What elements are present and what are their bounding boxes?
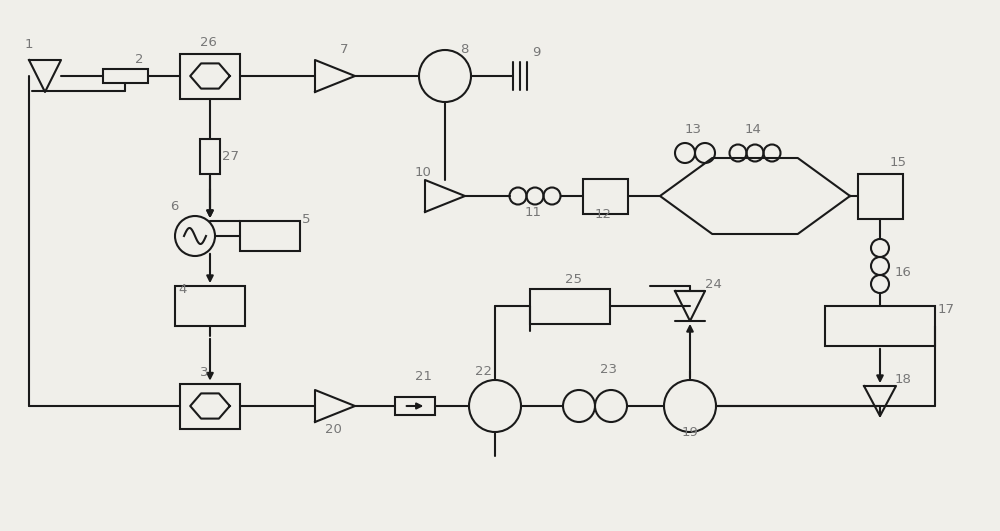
Text: 18: 18 <box>895 373 912 386</box>
Text: 13: 13 <box>685 123 702 136</box>
Text: 27: 27 <box>222 150 239 163</box>
Text: 17: 17 <box>938 303 955 316</box>
Text: 5: 5 <box>302 213 310 226</box>
Bar <box>858 174 902 218</box>
Text: 3: 3 <box>200 366 208 379</box>
Bar <box>103 69 148 83</box>
Text: 26: 26 <box>200 36 217 49</box>
Text: 14: 14 <box>745 123 762 136</box>
Bar <box>240 221 300 251</box>
Text: 7: 7 <box>340 43 349 56</box>
Text: 15: 15 <box>890 156 907 169</box>
Bar <box>200 139 220 174</box>
Text: 8: 8 <box>460 43 468 56</box>
Bar <box>180 383 240 429</box>
Text: 1: 1 <box>25 38 34 51</box>
Bar <box>175 286 245 326</box>
Text: 25: 25 <box>565 273 582 286</box>
Text: 12: 12 <box>595 208 612 221</box>
Text: 24: 24 <box>705 278 722 291</box>
Text: 20: 20 <box>325 423 342 436</box>
Text: 19: 19 <box>682 426 698 439</box>
Text: 22: 22 <box>475 365 492 378</box>
Text: 4: 4 <box>178 283 186 296</box>
Text: 21: 21 <box>415 370 432 383</box>
Text: 16: 16 <box>895 266 912 279</box>
Text: 6: 6 <box>170 200 178 213</box>
Bar <box>582 178 628 213</box>
Text: 23: 23 <box>600 363 617 376</box>
Bar <box>395 397 435 415</box>
Bar <box>825 306 935 346</box>
Text: 9: 9 <box>532 46 540 59</box>
Text: 10: 10 <box>415 166 432 179</box>
Text: 11: 11 <box>525 206 542 219</box>
Bar <box>180 54 240 98</box>
Text: 2: 2 <box>135 53 144 66</box>
Bar <box>530 288 610 323</box>
